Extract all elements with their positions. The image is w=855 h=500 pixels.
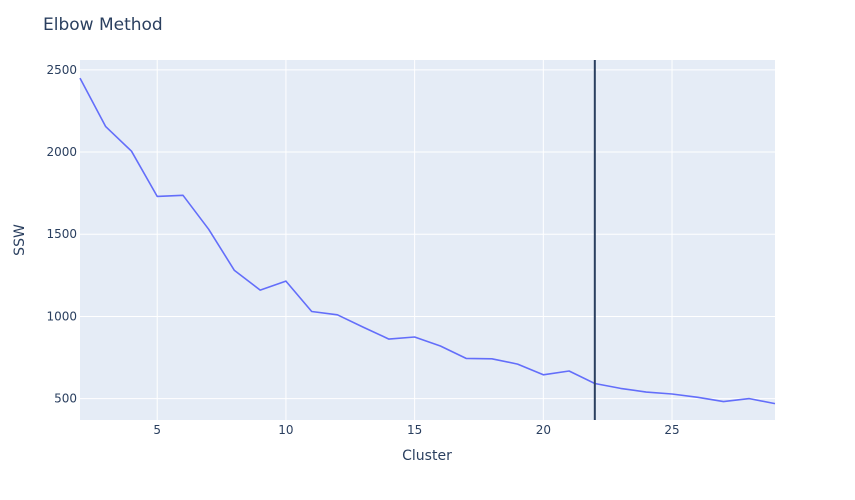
chart-marks [79, 60, 776, 420]
tick-labels: 5 10 15 20 25 500 1000 1500 2000 2500 [46, 63, 679, 437]
y-tick-label: 2500 [46, 63, 77, 77]
plot-area [80, 60, 775, 420]
chart-title: Elbow Method [43, 15, 163, 35]
y-tick-label: 500 [54, 392, 77, 406]
gridlines [80, 60, 775, 420]
y-tick-label: 1500 [46, 227, 77, 241]
y-tick-label: 2000 [46, 145, 77, 159]
x-tick-label: 20 [536, 423, 551, 437]
x-tick-label: 25 [664, 423, 679, 437]
x-tick-label: 15 [407, 423, 422, 437]
y-axis-title: SSW [12, 224, 28, 256]
y-tick-label: 1000 [46, 309, 77, 323]
x-axis-title: Cluster [402, 448, 452, 464]
ssw-line [79, 77, 776, 405]
x-tick-label: 10 [278, 423, 293, 437]
x-tick-label: 5 [153, 423, 161, 437]
